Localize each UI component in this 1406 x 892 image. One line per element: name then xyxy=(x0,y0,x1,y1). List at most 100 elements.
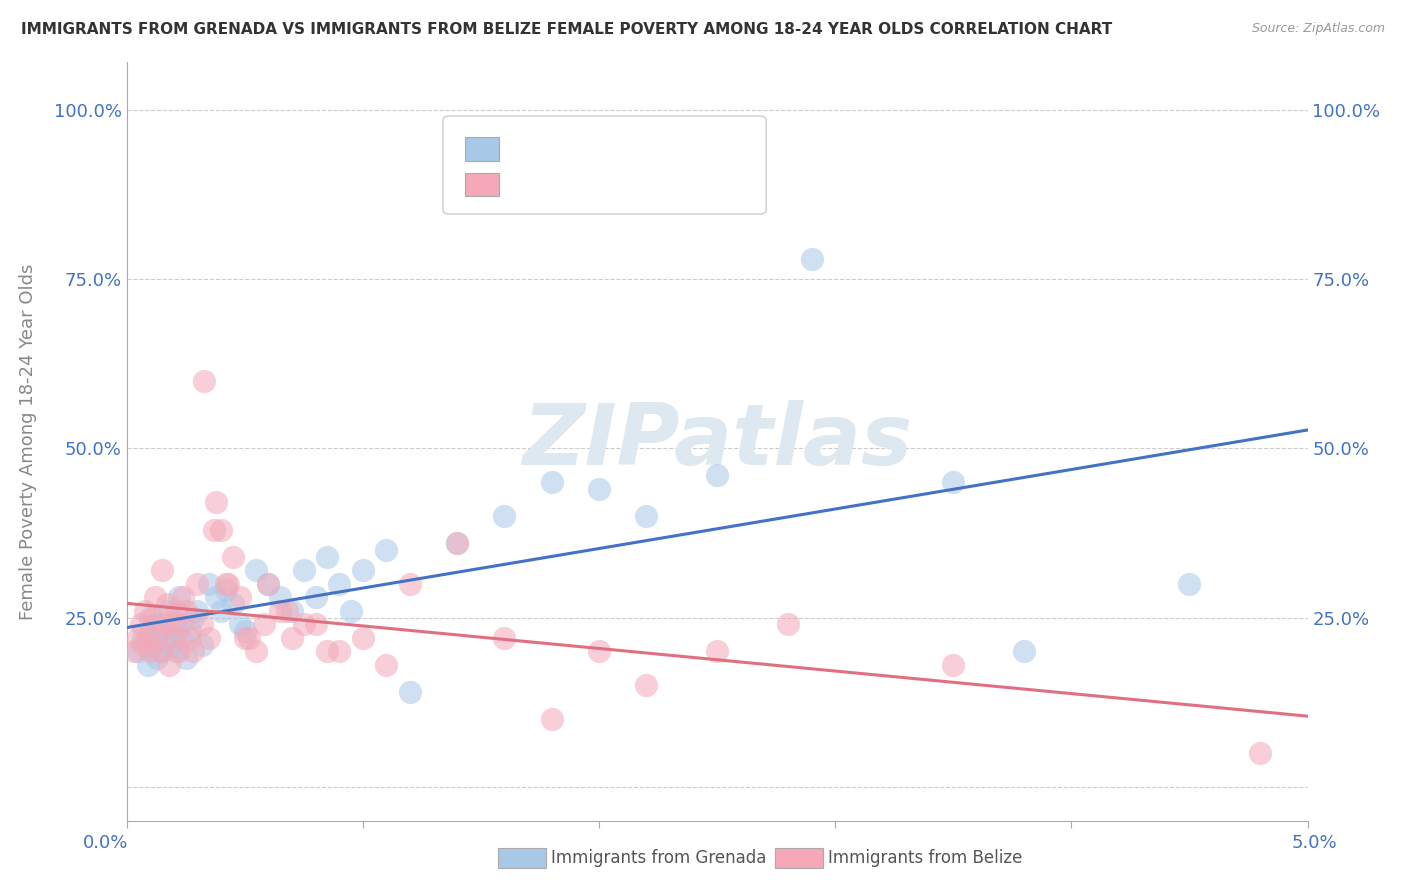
Point xyxy=(174,604,197,618)
Point xyxy=(198,576,221,591)
Point xyxy=(399,576,422,591)
Point xyxy=(942,475,965,490)
Point xyxy=(257,576,280,591)
Point xyxy=(215,576,238,591)
Point xyxy=(170,631,193,645)
Point xyxy=(269,591,291,605)
Point xyxy=(174,651,197,665)
Point xyxy=(202,523,225,537)
Point xyxy=(238,631,260,645)
Point xyxy=(186,604,208,618)
Point xyxy=(167,644,190,658)
Point xyxy=(209,604,232,618)
Point xyxy=(160,617,183,632)
Point xyxy=(292,617,315,632)
Point xyxy=(399,685,422,699)
Text: R = -0.083   N = 59: R = -0.083 N = 59 xyxy=(506,175,714,194)
Point xyxy=(149,644,172,658)
Point xyxy=(165,644,187,658)
Point xyxy=(942,657,965,672)
Point xyxy=(149,624,172,639)
Text: R =  0.575   N = 50: R = 0.575 N = 50 xyxy=(506,139,713,159)
Point xyxy=(269,604,291,618)
Point xyxy=(134,604,156,618)
Point xyxy=(193,374,215,388)
Point xyxy=(129,617,152,632)
Text: Source: ZipAtlas.com: Source: ZipAtlas.com xyxy=(1251,22,1385,36)
Point xyxy=(181,644,204,658)
Point xyxy=(304,591,326,605)
Point xyxy=(588,482,610,496)
Point xyxy=(143,617,166,632)
Point xyxy=(150,644,173,658)
Point xyxy=(181,610,204,624)
Point xyxy=(352,631,374,645)
Point xyxy=(217,576,239,591)
Point xyxy=(136,657,159,672)
Point xyxy=(233,624,256,639)
Text: 0.0%: 0.0% xyxy=(83,834,128,852)
Point xyxy=(540,475,562,490)
Point xyxy=(252,617,274,632)
Point xyxy=(222,549,245,564)
Point xyxy=(229,591,252,605)
Point xyxy=(160,638,183,652)
Point xyxy=(588,644,610,658)
Point xyxy=(163,617,186,632)
Point xyxy=(191,638,214,652)
Point xyxy=(172,591,194,605)
Point xyxy=(157,604,180,618)
Point xyxy=(150,563,173,577)
Point xyxy=(205,495,228,509)
Point xyxy=(132,638,155,652)
Point xyxy=(281,604,304,618)
Point xyxy=(141,610,163,624)
Point xyxy=(375,542,398,557)
Point xyxy=(229,617,252,632)
Point xyxy=(146,651,169,665)
Point xyxy=(375,657,398,672)
Point xyxy=(1178,576,1201,591)
Text: ZIPatlas: ZIPatlas xyxy=(522,400,912,483)
Point xyxy=(245,563,267,577)
Point xyxy=(156,597,179,611)
Point xyxy=(281,631,304,645)
Point xyxy=(136,631,159,645)
Y-axis label: Female Poverty Among 18-24 Year Olds: Female Poverty Among 18-24 Year Olds xyxy=(20,263,37,620)
Point xyxy=(304,617,326,632)
Point xyxy=(706,468,728,483)
Point xyxy=(179,624,201,639)
Point xyxy=(446,536,468,550)
Text: 5.0%: 5.0% xyxy=(1292,834,1337,852)
Point xyxy=(139,644,162,658)
Point xyxy=(636,678,658,692)
Point xyxy=(163,631,186,645)
Point xyxy=(1012,644,1035,658)
Point xyxy=(706,644,728,658)
Point xyxy=(170,617,193,632)
Point xyxy=(1249,746,1271,760)
Point xyxy=(328,644,350,658)
Point xyxy=(292,563,315,577)
Point xyxy=(157,657,180,672)
Point xyxy=(209,523,232,537)
Point xyxy=(186,576,208,591)
Point xyxy=(494,631,516,645)
Point xyxy=(165,604,187,618)
Point xyxy=(257,576,280,591)
Point xyxy=(132,631,155,645)
Point xyxy=(540,712,562,726)
Point xyxy=(191,617,214,632)
Point xyxy=(143,591,166,605)
Point xyxy=(233,631,256,645)
Point xyxy=(127,631,149,645)
Text: IMMIGRANTS FROM GRENADA VS IMMIGRANTS FROM BELIZE FEMALE POVERTY AMONG 18-24 YEA: IMMIGRANTS FROM GRENADA VS IMMIGRANTS FR… xyxy=(21,22,1112,37)
Point xyxy=(215,583,238,598)
Point xyxy=(205,591,228,605)
Point xyxy=(328,576,350,591)
Point xyxy=(179,631,201,645)
Point xyxy=(141,638,163,652)
Point xyxy=(139,610,162,624)
Point xyxy=(352,563,374,577)
Text: Immigrants from Belize: Immigrants from Belize xyxy=(828,849,1022,867)
